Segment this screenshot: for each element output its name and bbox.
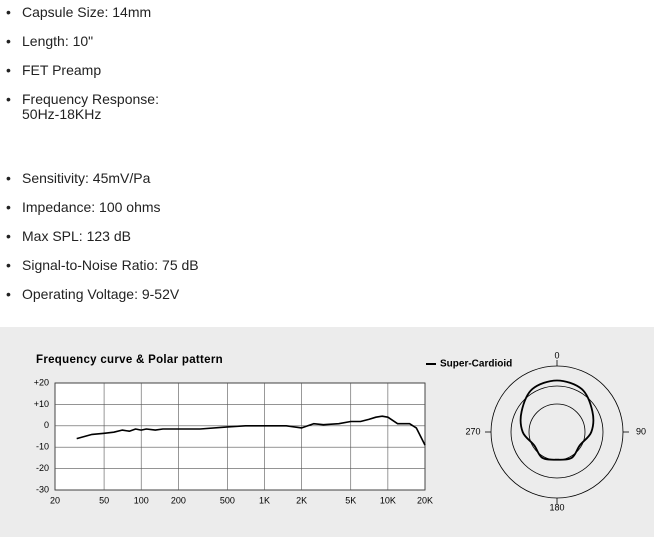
y-tick-label: -20 [36,463,49,473]
x-tick-label: 5K [345,495,356,505]
spec-item: Max SPL: 123 dB [0,229,654,245]
chart-title: Frequency curve & Polar pattern [36,354,223,366]
chart: Frequency curve & Polar pattern Super-Ca… [34,350,646,512]
x-tick-label: 50 [99,495,109,505]
x-tick-label: 2K [296,495,307,505]
x-tick-label: 100 [134,495,149,505]
x-tick-label: 500 [220,495,235,505]
spec-list: Capsule Size: 14mm Length: 10" FET Preamp F… [0,5,654,316]
y-tick-label: -30 [36,484,49,494]
polar-curve [519,379,595,461]
angle-label: 90 [636,426,646,436]
angle-label: 270 [465,426,480,436]
y-tick-label: 0 [44,420,49,430]
x-tick-label: 200 [171,495,186,505]
angle-label: 180 [549,502,564,512]
ring [510,385,604,479]
x-tick-label: 20 [50,495,60,505]
x-tick-label: 10K [380,495,396,505]
x-tick-label: 1K [259,495,270,505]
spec-item: Signal-to-Noise Ratio: 75 dB [0,258,654,274]
polar-rings [490,365,624,499]
chart-panel: Frequency curve & Polar pattern Super-Ca… [0,327,654,537]
y-tick-label: +20 [34,377,49,387]
spec-item: Length: 10" [0,34,654,50]
plot-area [54,382,426,491]
x-tick-label: 20K [417,495,433,505]
spec-item: Operating Voltage: 9-52V [0,287,654,303]
spec-item: Capsule Size: 14mm [0,5,654,21]
spec-item: Sensitivity: 45mV/Pa [0,171,654,187]
y-tick-label: +10 [34,399,49,409]
y-tick-label: -10 [36,442,49,452]
angle-label: 0 [554,350,559,360]
response-curve [76,415,426,446]
spec-item: Impedance: 100 ohms [0,200,654,216]
spec-item: Frequency Response: 50Hz-18KHz [0,92,654,122]
legend-label: Super-Cardioid [440,359,512,370]
spec-item: FET Preamp [0,63,654,79]
